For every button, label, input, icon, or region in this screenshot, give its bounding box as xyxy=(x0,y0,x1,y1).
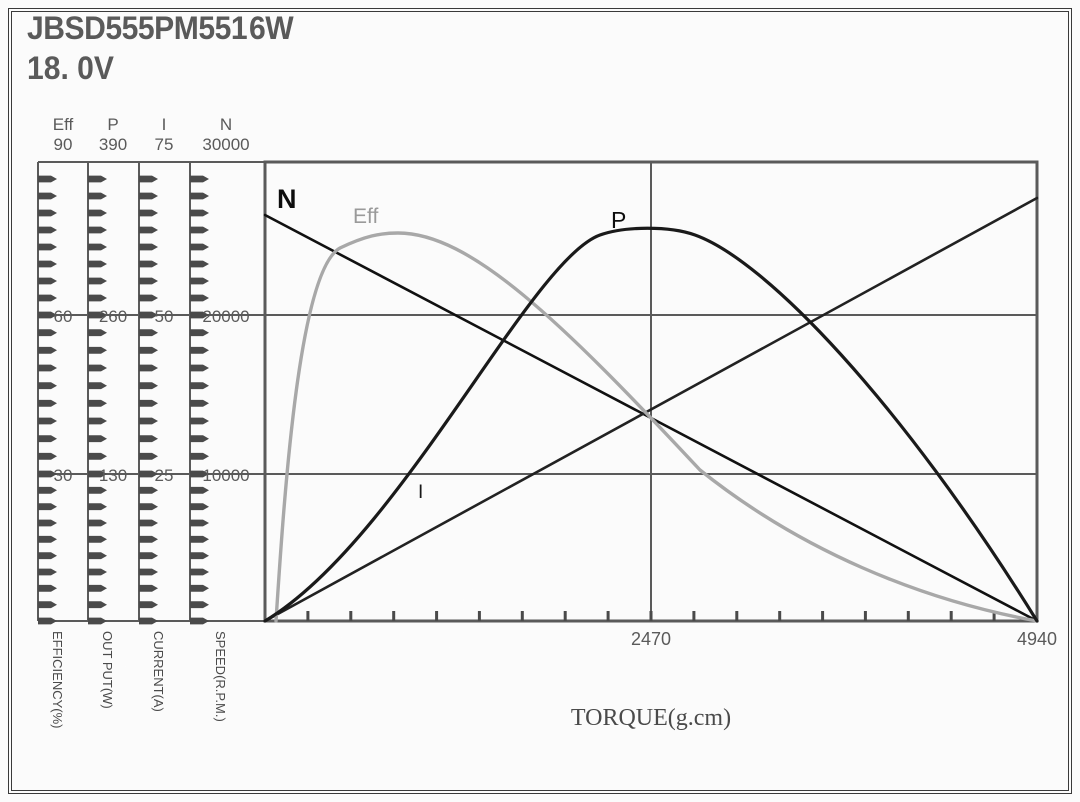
svg-text:25: 25 xyxy=(155,466,174,485)
svg-text:4940: 4940 xyxy=(1017,629,1057,649)
svg-text:N: N xyxy=(277,184,297,214)
svg-text:CURRENT(A): CURRENT(A) xyxy=(151,631,166,712)
svg-text:130: 130 xyxy=(99,466,127,485)
svg-text:390: 390 xyxy=(99,135,127,154)
svg-text:30000: 30000 xyxy=(202,135,249,154)
svg-text:I: I xyxy=(162,115,167,134)
svg-text:Eff: Eff xyxy=(53,115,74,134)
svg-text:90: 90 xyxy=(54,135,73,154)
svg-text:30: 30 xyxy=(54,466,73,485)
svg-text:I: I xyxy=(418,482,423,503)
svg-text:20000: 20000 xyxy=(202,307,249,326)
svg-text:2470: 2470 xyxy=(631,629,671,649)
svg-text:N: N xyxy=(220,115,232,134)
svg-text:OUT PUT(W): OUT PUT(W) xyxy=(100,631,115,709)
svg-text:75: 75 xyxy=(155,135,174,154)
svg-text:EFFICIENCY(%): EFFICIENCY(%) xyxy=(50,631,65,729)
svg-text:P: P xyxy=(107,115,118,134)
svg-text:60: 60 xyxy=(54,307,73,326)
svg-text:P: P xyxy=(611,207,626,233)
svg-text:50: 50 xyxy=(155,307,174,326)
svg-text:10000: 10000 xyxy=(202,466,249,485)
svg-text:TORQUE(g.cm): TORQUE(g.cm) xyxy=(571,705,731,731)
svg-text:260: 260 xyxy=(99,307,127,326)
svg-text:SPEED(R.P.M.): SPEED(R.P.M.) xyxy=(213,631,228,722)
svg-text:Eff: Eff xyxy=(353,205,378,228)
